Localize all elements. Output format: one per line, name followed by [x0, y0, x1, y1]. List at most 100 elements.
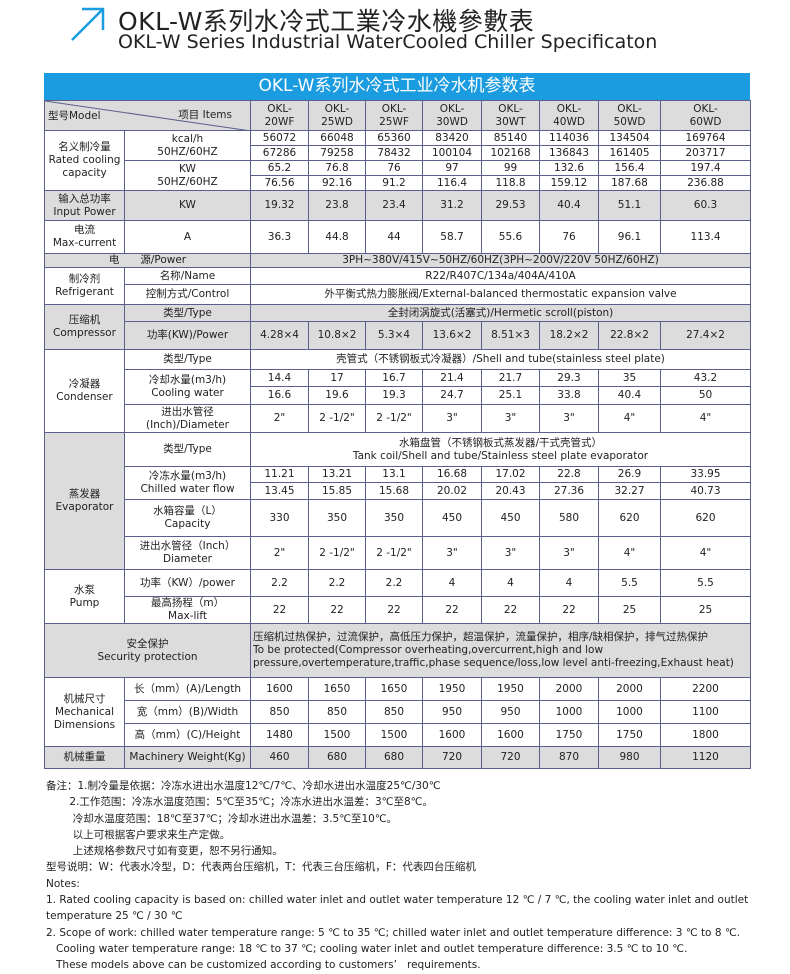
table-row: 13.45 15.85 15.68 20.02 20.43 27.36 32.27 40.73: [45, 482, 751, 500]
value-cell: 1950: [422, 677, 482, 701]
value-cell: 97: [422, 160, 482, 176]
value-cell: 4": [660, 404, 751, 433]
value-cell: 720: [422, 746, 482, 769]
value-cell: 21.7: [481, 369, 540, 387]
table-cell: 3PH~380V/415V~50HZ/60HZ(3PH~200V/220V 50…: [250, 253, 751, 268]
value-cell: 980: [598, 746, 661, 769]
value-cell: 91.2: [365, 175, 423, 191]
value-cell: 15.68: [365, 482, 423, 500]
table-row: 机械尺寸 Mechanical Dimensions 长（mm）(A)/Lengt…: [44, 677, 751, 747]
table-row: 制冷剂 Refrigerant 名称/Name R22/R407C/134a/404…: [44, 267, 751, 305]
value-cell: 76: [365, 160, 423, 176]
value-cell: 50: [660, 386, 751, 405]
value-cell: 83420: [422, 130, 482, 146]
value-cell: 2": [250, 536, 309, 570]
value-cell: 100104: [422, 145, 482, 161]
item-label: 冷冻水量(m3/h) Chilled water flow: [124, 466, 251, 500]
value-cell: 1000: [598, 700, 661, 724]
value-cell: 850: [250, 700, 309, 724]
value-cell: 16.68: [422, 466, 482, 483]
value-cell: 65360: [365, 130, 423, 146]
value-cell: 4: [481, 569, 540, 597]
table-row: 蒸发器 Evaporator 类型/Type 水箱盘管（不锈钢板式蒸发器/干式壳管式…: [44, 432, 751, 570]
table-row: 水箱容量（L） Capacity 330 350 350 450 450 580 620 620: [45, 499, 751, 537]
value-cell: 2": [250, 404, 309, 433]
row-label: 名义制冷量 Rated cooling capacity: [44, 130, 125, 191]
item-label: 水箱容量（L） Capacity: [124, 499, 251, 537]
value-cell: 330: [250, 499, 309, 537]
model-header: OKL- 40WD: [539, 100, 599, 131]
table-cell: 水箱盘管（不锈钢板式蒸发器/干式壳管式） Tank coil/Shell and…: [250, 432, 751, 467]
value-cell: 203717: [660, 145, 751, 161]
value-cell: 2000: [598, 677, 661, 701]
value-cell: 1600: [481, 723, 540, 747]
items-label: 项目 Items: [178, 109, 232, 121]
value-cell: 13.45: [250, 482, 309, 500]
value-cell: 33.95: [660, 466, 751, 483]
value-cell: 159.12: [539, 175, 599, 191]
value-cell: 22.8×2: [598, 321, 661, 350]
value-cell: 55.6: [481, 220, 540, 254]
value-cell: 19.6: [308, 386, 366, 405]
value-cell: 118.8: [481, 175, 540, 191]
row-label: 制冷剂 Refrigerant: [44, 267, 125, 305]
page-subtitle: OKL-W Series Industrial WaterCooled Chil…: [118, 31, 658, 53]
value-cell: 4": [598, 404, 661, 433]
value-cell: 580: [539, 499, 599, 537]
value-cell: 3": [422, 404, 482, 433]
table-row: 水泵 Pump 功率（KW）/power 2.2 2.2 2.2 4 4 4 5.5 5.5: [44, 569, 751, 624]
table-row: 控制方式/Control 外平衡式热力膨胀阀/External-balanced …: [45, 284, 751, 305]
value-cell: 5.5: [660, 569, 751, 597]
value-cell: 13.6×2: [422, 321, 482, 350]
value-cell: 1800: [660, 723, 751, 747]
value-cell: 76.8: [308, 160, 366, 176]
row-label: 冷凝器 Condenser: [44, 349, 125, 433]
table-cell: 外平衡式热力膨胀阀/External-balanced thermostatic…: [250, 284, 751, 305]
value-cell: 450: [422, 499, 482, 537]
value-cell: 22.8: [539, 466, 599, 483]
value-cell: 11.21: [250, 466, 309, 483]
item-label: 高（mm）(C)/Height: [124, 723, 251, 747]
item-label: 功率(KW)/Power: [124, 321, 251, 350]
value-cell: 76.56: [250, 175, 309, 191]
table-row: 机械重量 Machinery Weight(Kg) 460 680 680 720 720 8…: [44, 746, 751, 769]
value-cell: 1600: [250, 677, 309, 701]
value-cell: 25: [660, 596, 751, 624]
value-cell: 1750: [598, 723, 661, 747]
model-header: OKL- 50WD: [598, 100, 661, 131]
value-cell: 114036: [539, 130, 599, 146]
model-items-header: 型号Model 项目 Items: [44, 100, 251, 131]
security-value: 压缩机过热保护，过流保护，高低压力保护，超温保护，流量保护，相序/缺相保护，排气…: [250, 623, 751, 678]
value-cell: 161405: [598, 145, 661, 161]
model-header: OKL- 30WD: [422, 100, 482, 131]
diagonal-divider: [45, 101, 245, 130]
value-cell: 21.4: [422, 369, 482, 387]
value-cell: 2 -1/2": [308, 404, 366, 433]
value-cell: 870: [539, 746, 599, 769]
value-cell: 620: [660, 499, 751, 537]
table-row: 名义制冷量 Rated cooling capacity kcal/h 50HZ/…: [44, 130, 751, 191]
item-label: 最高扬程（m） Max-lift: [124, 596, 251, 624]
value-cell: 156.4: [598, 160, 661, 176]
value-cell: 450: [481, 499, 540, 537]
value-cell: 4: [539, 569, 599, 597]
value-cell: 51.1: [598, 190, 661, 221]
value-cell: 1500: [365, 723, 423, 747]
model-header: OKL- 25WF: [365, 100, 423, 131]
model-header: OKL- 30WT: [481, 100, 540, 131]
value-cell: 17.02: [481, 466, 540, 483]
value-cell: 2.2: [250, 569, 309, 597]
value-cell: 43.2: [660, 369, 751, 387]
table-row: 进出水管径（Inch） Diameter 2" 2 -1/2" 2 -1/2" 3" 3"…: [45, 536, 751, 570]
value-cell: 2.2: [365, 569, 423, 597]
value-cell: 26.9: [598, 466, 661, 483]
value-cell: 19.32: [250, 190, 309, 221]
item-label: kcal/h 50HZ/60HZ: [124, 130, 251, 161]
value-cell: 2 -1/2": [365, 404, 423, 433]
value-cell: 22: [308, 596, 366, 624]
value-cell: 1650: [365, 677, 423, 701]
value-cell: 23.4: [365, 190, 423, 221]
value-cell: 60.3: [660, 190, 751, 221]
value-cell: 25: [598, 596, 661, 624]
value-cell: 16.6: [250, 386, 309, 405]
